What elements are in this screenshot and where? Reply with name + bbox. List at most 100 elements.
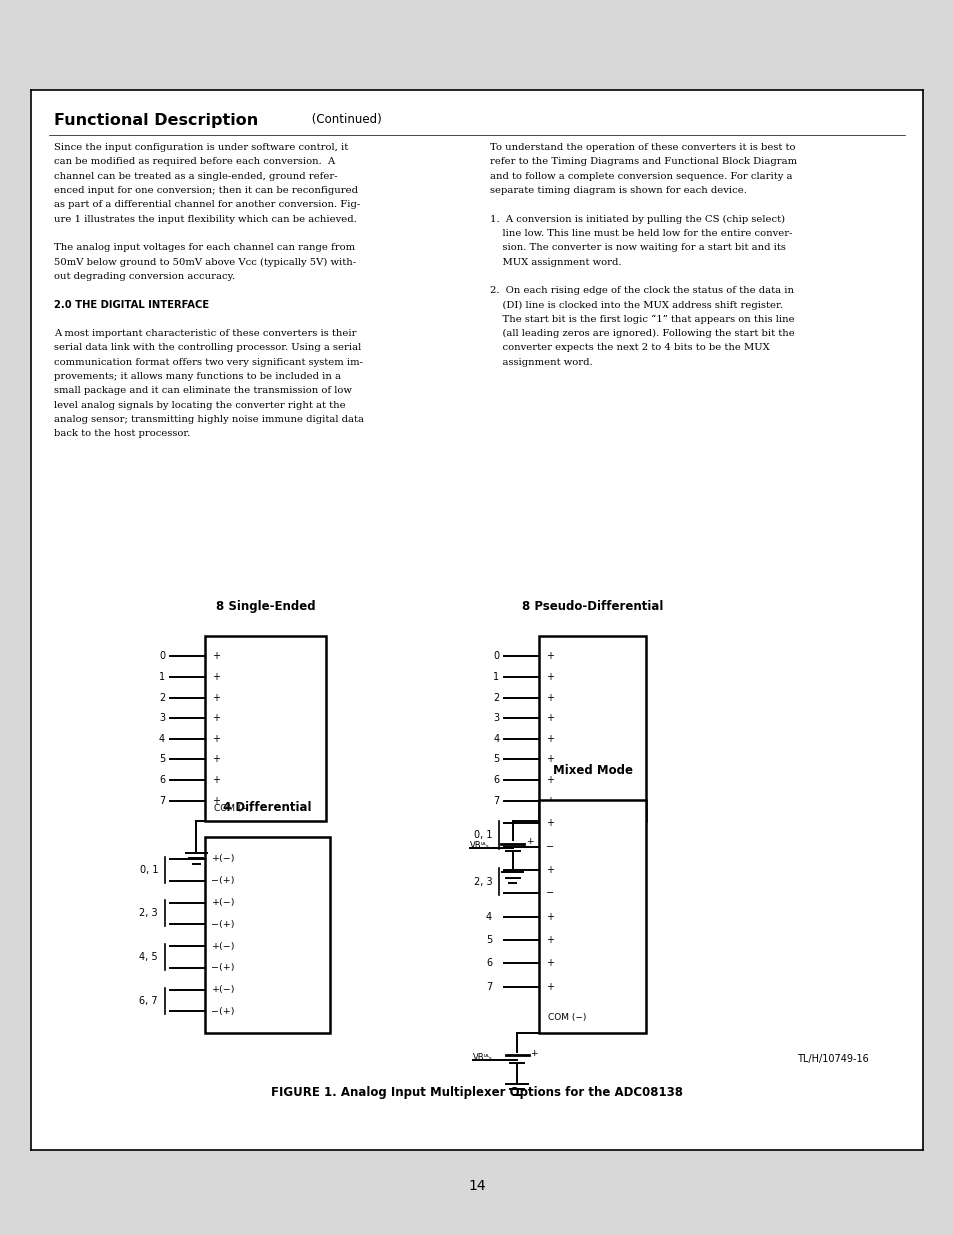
Text: −: − bbox=[545, 888, 553, 898]
Text: 6: 6 bbox=[485, 958, 492, 968]
Text: +: + bbox=[213, 693, 220, 703]
Text: +: + bbox=[213, 734, 220, 743]
Text: out degrading conversion accuracy.: out degrading conversion accuracy. bbox=[53, 272, 234, 280]
Text: 2, 3: 2, 3 bbox=[473, 877, 492, 887]
Text: +(−): +(−) bbox=[212, 855, 234, 863]
Text: 8 Pseudo-Differential: 8 Pseudo-Differential bbox=[521, 599, 663, 613]
Text: 4: 4 bbox=[159, 734, 165, 743]
Text: level analog signals by locating the converter right at the: level analog signals by locating the con… bbox=[53, 400, 345, 410]
Text: −(+): −(+) bbox=[212, 1007, 234, 1016]
Text: +: + bbox=[213, 714, 220, 724]
Text: +: + bbox=[213, 652, 220, 662]
Text: 3: 3 bbox=[493, 714, 498, 724]
Text: 7: 7 bbox=[159, 795, 165, 805]
Text: analog sensor; transmitting highly noise immune digital data: analog sensor; transmitting highly noise… bbox=[53, 415, 363, 424]
Text: provements; it allows many functions to be included in a: provements; it allows many functions to … bbox=[53, 372, 340, 382]
Text: back to the host processor.: back to the host processor. bbox=[53, 430, 190, 438]
Text: 50mV below ground to 50mV above Vᴄᴄ (typically 5V) with-: 50mV below ground to 50mV above Vᴄᴄ (typ… bbox=[53, 258, 355, 267]
Text: converter expects the next 2 to 4 bits to be the MUX: converter expects the next 2 to 4 bits t… bbox=[490, 343, 769, 352]
Text: 14: 14 bbox=[468, 1178, 485, 1193]
Text: 6: 6 bbox=[493, 776, 498, 785]
Text: 6: 6 bbox=[159, 776, 165, 785]
Text: 5: 5 bbox=[493, 755, 498, 764]
Text: serial data link with the controlling processor. Using a serial: serial data link with the controlling pr… bbox=[53, 343, 360, 352]
Text: COM (−): COM (−) bbox=[548, 804, 586, 813]
Text: +: + bbox=[530, 1049, 537, 1058]
Text: −(+): −(+) bbox=[212, 920, 234, 929]
Text: +: + bbox=[546, 672, 554, 682]
Text: VBᴵᴬₛ: VBᴵᴬₛ bbox=[472, 1053, 492, 1062]
Text: 5: 5 bbox=[485, 935, 492, 945]
Bar bbox=[205, 837, 330, 1034]
Text: 4: 4 bbox=[493, 734, 498, 743]
Text: (DI) line is clocked into the MUX address shift register.: (DI) line is clocked into the MUX addres… bbox=[490, 300, 782, 310]
Text: +: + bbox=[546, 734, 554, 743]
Text: +: + bbox=[213, 795, 220, 805]
Text: TL/H/10749-16: TL/H/10749-16 bbox=[797, 1055, 868, 1065]
Text: 0, 1: 0, 1 bbox=[139, 864, 158, 874]
Text: 1: 1 bbox=[159, 672, 165, 682]
Text: separate timing diagram is shown for each device.: separate timing diagram is shown for eac… bbox=[490, 186, 746, 195]
Text: channel can be treated as a single-ended, ground refer-: channel can be treated as a single-ended… bbox=[53, 172, 337, 180]
Text: FIGURE 1. Analog Input Multiplexer Options for the ADC08138: FIGURE 1. Analog Input Multiplexer Optio… bbox=[271, 1087, 682, 1099]
Text: −(+): −(+) bbox=[212, 877, 234, 885]
Text: 2.  On each rising edge of the clock the status of the data in: 2. On each rising edge of the clock the … bbox=[490, 287, 794, 295]
Text: 4: 4 bbox=[485, 911, 492, 921]
Bar bbox=[538, 800, 645, 1034]
Text: assignment word.: assignment word. bbox=[490, 358, 593, 367]
Text: 2, 3: 2, 3 bbox=[139, 909, 158, 919]
Text: 7: 7 bbox=[485, 982, 492, 992]
Text: 2: 2 bbox=[493, 693, 498, 703]
Text: 1.  A conversion is initiated by pulling the CS (chip select): 1. A conversion is initiated by pulling … bbox=[490, 215, 784, 224]
Text: line low. This line must be held low for the entire conver-: line low. This line must be held low for… bbox=[490, 228, 792, 238]
Text: as part of a differential channel for another conversion. Fig-: as part of a differential channel for an… bbox=[53, 200, 359, 210]
Text: enced input for one conversion; then it can be reconfigured: enced input for one conversion; then it … bbox=[53, 186, 357, 195]
Text: and to follow a complete conversion sequence. For clarity a: and to follow a complete conversion sequ… bbox=[490, 172, 792, 180]
Text: +: + bbox=[213, 755, 220, 764]
Text: +(−): +(−) bbox=[212, 898, 234, 906]
Text: 0: 0 bbox=[493, 652, 498, 662]
Text: 2.0 THE DIGITAL INTERFACE: 2.0 THE DIGITAL INTERFACE bbox=[53, 300, 209, 310]
Text: COM (−): COM (−) bbox=[213, 804, 253, 813]
Text: 2: 2 bbox=[159, 693, 165, 703]
Text: 0: 0 bbox=[159, 652, 165, 662]
Text: +(−): +(−) bbox=[212, 941, 234, 951]
Text: sion. The converter is now waiting for a start bit and its: sion. The converter is now waiting for a… bbox=[490, 243, 785, 252]
Text: +: + bbox=[546, 652, 554, 662]
Text: 0, 1: 0, 1 bbox=[473, 830, 492, 840]
Text: Since the input configuration is under software control, it: Since the input configuration is under s… bbox=[53, 143, 348, 152]
Text: 1: 1 bbox=[493, 672, 498, 682]
Text: Mixed Mode: Mixed Mode bbox=[552, 763, 632, 777]
Text: +(−): +(−) bbox=[212, 986, 234, 994]
Text: The start bit is the first logic “1” that appears on this line: The start bit is the first logic “1” tha… bbox=[490, 315, 794, 324]
Text: +: + bbox=[213, 672, 220, 682]
Text: 4 Differential: 4 Differential bbox=[223, 800, 312, 814]
Text: +: + bbox=[545, 935, 553, 945]
Text: +: + bbox=[546, 714, 554, 724]
Text: The analog input voltages for each channel can range from: The analog input voltages for each chann… bbox=[53, 243, 355, 252]
Text: +: + bbox=[546, 693, 554, 703]
Text: COM (−): COM (−) bbox=[548, 1013, 586, 1021]
Text: VBᴵᴬₛ: VBᴵᴬₛ bbox=[470, 841, 489, 850]
Text: +: + bbox=[545, 819, 553, 829]
Text: ure 1 illustrates the input flexibility which can be achieved.: ure 1 illustrates the input flexibility … bbox=[53, 215, 356, 224]
Text: (Continued): (Continued) bbox=[308, 114, 381, 126]
Text: refer to the Timing Diagrams and Functional Block Diagram: refer to the Timing Diagrams and Functio… bbox=[490, 157, 797, 167]
Text: small package and it can eliminate the transmission of low: small package and it can eliminate the t… bbox=[53, 387, 352, 395]
Bar bbox=[538, 636, 645, 821]
Text: can be modified as required before each conversion.  A: can be modified as required before each … bbox=[53, 157, 335, 167]
Bar bbox=[205, 636, 325, 821]
Text: −: − bbox=[545, 842, 553, 852]
Text: A most important characteristic of these converters is their: A most important characteristic of these… bbox=[53, 329, 355, 338]
Text: +: + bbox=[546, 755, 554, 764]
Text: +: + bbox=[545, 958, 553, 968]
Text: Functional Description: Functional Description bbox=[53, 114, 257, 128]
Text: 4, 5: 4, 5 bbox=[139, 952, 158, 962]
Text: 3: 3 bbox=[159, 714, 165, 724]
Text: −(+): −(+) bbox=[212, 963, 234, 972]
Text: +: + bbox=[525, 837, 533, 846]
Text: +: + bbox=[545, 911, 553, 921]
Text: +: + bbox=[545, 864, 553, 876]
Text: +: + bbox=[213, 776, 220, 785]
Text: +: + bbox=[546, 795, 554, 805]
